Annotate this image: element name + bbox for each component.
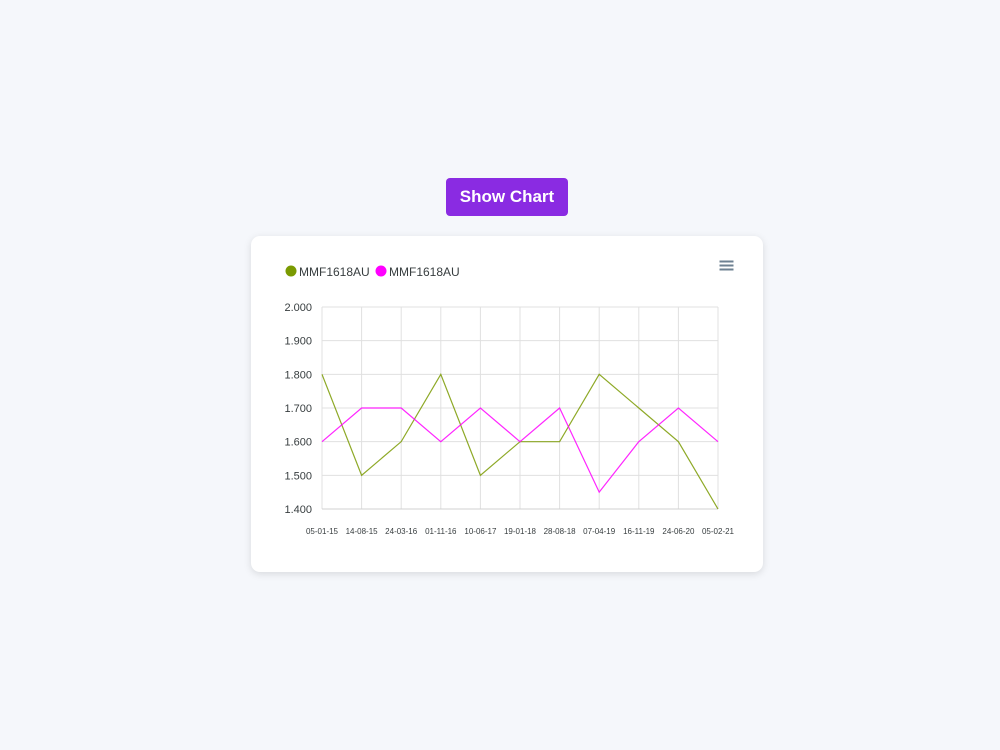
data-point[interactable] [637,406,641,410]
legend-label[interactable]: MMF1618AU [299,265,370,279]
show-chart-button[interactable]: Show Chart [446,178,568,216]
y-tick-label: 1.700 [284,403,312,415]
data-point[interactable] [637,440,641,444]
data-point[interactable] [597,490,601,494]
data-point[interactable] [439,440,443,444]
y-tick-label: 1.600 [284,437,312,449]
x-tick-label: 01-11-16 [425,527,457,536]
x-tick-label: 28-08-18 [544,527,577,536]
y-tick-label: 2.000 [284,302,312,314]
legend: MMF1618AU MMF1618AU [285,265,460,279]
x-tick-label: 16-11-19 [623,527,655,536]
x-tick-label: 10-06-17 [464,527,497,536]
data-point[interactable] [478,406,482,410]
x-tick-label: 19-01-18 [504,527,537,536]
data-point[interactable] [360,406,364,410]
data-point[interactable] [399,440,403,444]
x-tick-label: 07-04-19 [583,527,616,536]
data-point[interactable] [716,507,720,511]
data-point[interactable] [320,440,324,444]
legend-marker[interactable] [375,265,387,277]
y-tick-label: 1.900 [284,336,312,348]
data-point[interactable] [676,406,680,410]
x-tick-label: 14-08-15 [346,527,379,536]
data-point[interactable] [360,473,364,477]
y-tick-label: 1.500 [284,470,312,482]
x-tick-label: 05-01-15 [306,527,339,536]
data-point[interactable] [399,406,403,410]
x-tick-label: 05-02-21 [702,527,735,536]
data-point[interactable] [518,440,522,444]
data-point[interactable] [320,372,324,376]
data-point[interactable] [558,406,562,410]
x-tick-label: 24-06-20 [662,527,695,536]
axes: 2.000 1.900 1.800 1.700 1.600 1.500 1.400 05-01… [284,302,734,536]
data-point[interactable] [676,440,680,444]
data-point[interactable] [478,473,482,477]
legend-marker[interactable] [285,265,297,277]
data-point[interactable] [558,440,562,444]
series-layer [320,372,720,511]
legend-label[interactable]: MMF1618AU [389,265,460,279]
x-tick-label: 24-03-16 [385,527,418,536]
line-chart: 2.000 1.900 1.800 1.700 1.600 1.500 1.400 05-01… [284,256,735,536]
series-line-2[interactable] [321,407,719,494]
data-point[interactable] [716,440,720,444]
y-tick-label: 1.400 [284,504,312,516]
data-point[interactable] [439,372,443,376]
hamburger-menu-icon[interactable] [715,256,735,276]
y-tick-label: 1.800 [284,369,312,381]
data-point[interactable] [597,372,601,376]
chart-card: 2.000 1.900 1.800 1.700 1.600 1.500 1.400 05-01… [251,236,763,572]
